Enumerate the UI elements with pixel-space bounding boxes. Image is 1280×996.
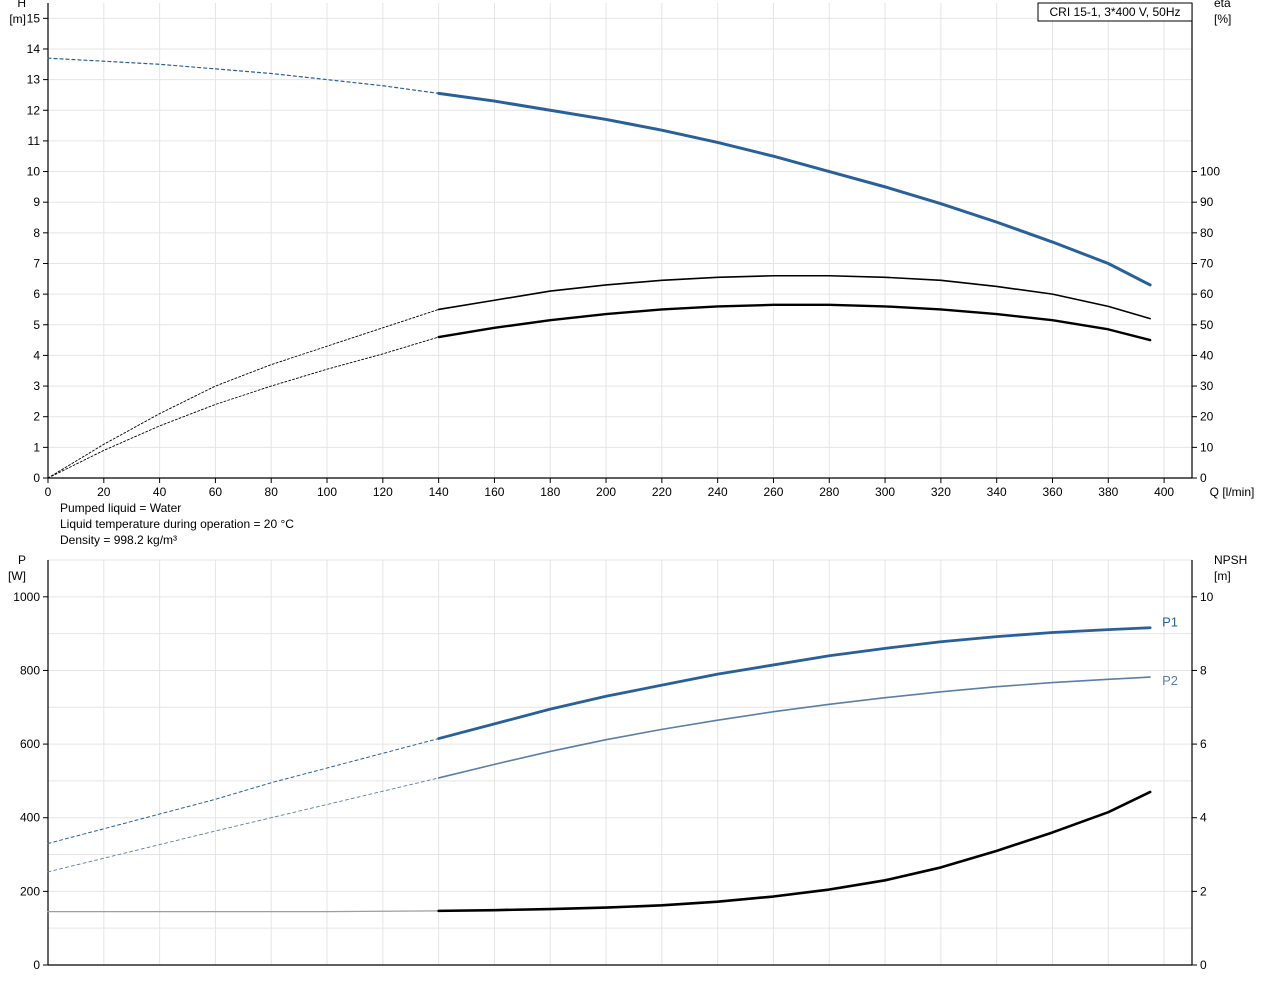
npsh-gray <box>48 911 439 912</box>
svg-text:400: 400 <box>20 811 40 825</box>
svg-text:[%]: [%] <box>1214 12 1231 26</box>
svg-text:120: 120 <box>373 485 393 499</box>
svg-text:50: 50 <box>1200 318 1214 332</box>
svg-text:[m]: [m] <box>9 12 26 26</box>
svg-text:360: 360 <box>1042 485 1062 499</box>
head-solid <box>439 93 1151 285</box>
svg-text:5: 5 <box>33 318 40 332</box>
eta2-solid <box>439 305 1151 340</box>
svg-text:20: 20 <box>97 485 111 499</box>
svg-text:80: 80 <box>265 485 279 499</box>
svg-text:8: 8 <box>33 226 40 240</box>
svg-text:1: 1 <box>33 440 40 454</box>
svg-text:30: 30 <box>1200 379 1214 393</box>
svg-text:380: 380 <box>1098 485 1118 499</box>
svg-text:[W]: [W] <box>8 569 26 583</box>
svg-text:[m]: [m] <box>1214 569 1231 583</box>
eta2-dashed <box>48 337 439 478</box>
p2-dashed <box>48 778 439 872</box>
svg-text:200: 200 <box>596 485 616 499</box>
svg-text:180: 180 <box>540 485 560 499</box>
svg-text:12: 12 <box>27 103 41 117</box>
svg-text:0: 0 <box>1200 471 1207 485</box>
p2-solid <box>439 677 1151 778</box>
svg-text:40: 40 <box>153 485 167 499</box>
svg-text:14: 14 <box>27 42 41 56</box>
svg-text:400: 400 <box>1154 485 1174 499</box>
svg-text:13: 13 <box>27 73 41 87</box>
svg-text:40: 40 <box>1200 348 1214 362</box>
svg-text:220: 220 <box>652 485 672 499</box>
svg-text:800: 800 <box>20 663 40 677</box>
note-line: Liquid temperature during operation = 20… <box>60 517 294 531</box>
svg-text:8: 8 <box>1200 663 1207 677</box>
note-line: Density = 998.2 kg/m³ <box>60 533 177 547</box>
svg-text:340: 340 <box>987 485 1007 499</box>
svg-text:10: 10 <box>1200 590 1214 604</box>
series-label-P2: P2 <box>1162 673 1178 688</box>
svg-text:7: 7 <box>33 256 40 270</box>
svg-text:H: H <box>17 0 26 10</box>
svg-text:2: 2 <box>1200 884 1207 898</box>
svg-text:20: 20 <box>1200 410 1214 424</box>
head-dashed <box>48 58 439 93</box>
p1-dashed <box>48 739 439 844</box>
svg-text:140: 140 <box>429 485 449 499</box>
svg-text:200: 200 <box>20 884 40 898</box>
svg-text:60: 60 <box>1200 287 1214 301</box>
svg-text:10: 10 <box>27 165 41 179</box>
npsh-solid <box>439 792 1151 911</box>
svg-text:0: 0 <box>1200 958 1207 972</box>
svg-text:100: 100 <box>317 485 337 499</box>
eta1-dashed <box>48 309 439 478</box>
svg-text:15: 15 <box>27 11 41 25</box>
svg-text:eta: eta <box>1214 0 1231 10</box>
svg-text:11: 11 <box>28 134 41 148</box>
series-label-P1: P1 <box>1162 615 1178 630</box>
svg-text:80: 80 <box>1200 226 1214 240</box>
svg-text:160: 160 <box>484 485 504 499</box>
svg-text:90: 90 <box>1200 195 1214 209</box>
svg-text:0: 0 <box>33 958 40 972</box>
eta1-solid <box>439 276 1151 319</box>
note-line: Pumped liquid = Water <box>60 501 181 515</box>
svg-text:10: 10 <box>1200 440 1214 454</box>
svg-text:9: 9 <box>33 195 40 209</box>
svg-text:NPSH: NPSH <box>1214 553 1247 567</box>
svg-text:320: 320 <box>931 485 951 499</box>
svg-text:600: 600 <box>20 737 40 751</box>
svg-text:100: 100 <box>1200 165 1220 179</box>
svg-text:6: 6 <box>1200 737 1207 751</box>
svg-text:P: P <box>18 553 26 567</box>
svg-text:240: 240 <box>708 485 728 499</box>
svg-text:6: 6 <box>33 287 40 301</box>
svg-text:280: 280 <box>819 485 839 499</box>
title-text: CRI 15-1, 3*400 V, 50Hz <box>1050 5 1181 19</box>
svg-text:300: 300 <box>875 485 895 499</box>
svg-text:260: 260 <box>763 485 783 499</box>
svg-text:Q [l/min]: Q [l/min] <box>1210 485 1255 499</box>
svg-text:4: 4 <box>33 348 40 362</box>
svg-text:0: 0 <box>33 471 40 485</box>
svg-text:1000: 1000 <box>13 590 40 604</box>
svg-text:4: 4 <box>1200 811 1207 825</box>
svg-text:2: 2 <box>33 410 40 424</box>
svg-text:0: 0 <box>45 485 52 499</box>
svg-text:3: 3 <box>33 379 40 393</box>
svg-text:70: 70 <box>1200 256 1214 270</box>
pump-curve-chart: 0123456789101112131415010203040506070809… <box>0 0 1280 996</box>
svg-text:60: 60 <box>209 485 223 499</box>
